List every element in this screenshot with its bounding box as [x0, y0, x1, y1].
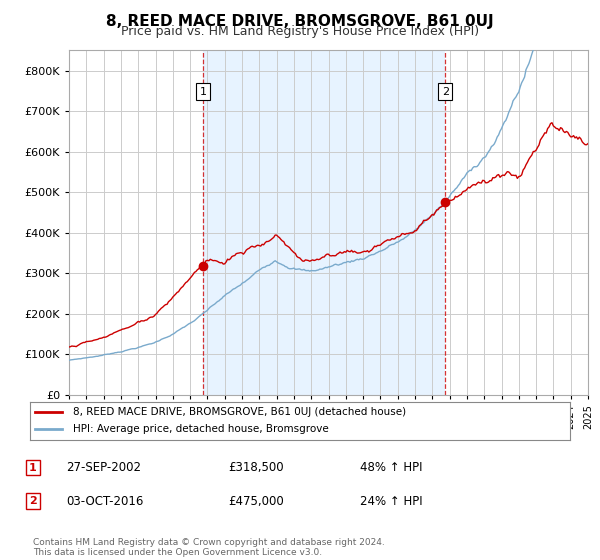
Text: 48% ↑ HPI: 48% ↑ HPI	[360, 461, 422, 474]
Text: £475,000: £475,000	[228, 494, 284, 508]
Text: 1: 1	[29, 463, 37, 473]
Text: 24% ↑ HPI: 24% ↑ HPI	[360, 494, 422, 508]
Text: Price paid vs. HM Land Registry's House Price Index (HPI): Price paid vs. HM Land Registry's House …	[121, 25, 479, 38]
Text: 8, REED MACE DRIVE, BROMSGROVE, B61 0UJ (detached house): 8, REED MACE DRIVE, BROMSGROVE, B61 0UJ …	[73, 407, 406, 417]
Text: 8, REED MACE DRIVE, BROMSGROVE, B61 0UJ: 8, REED MACE DRIVE, BROMSGROVE, B61 0UJ	[106, 14, 494, 29]
Text: Contains HM Land Registry data © Crown copyright and database right 2024.
This d: Contains HM Land Registry data © Crown c…	[33, 538, 385, 557]
Text: 27-SEP-2002: 27-SEP-2002	[66, 461, 141, 474]
Text: 2: 2	[442, 87, 449, 97]
Bar	[203, 50, 445, 395]
Text: 03-OCT-2016: 03-OCT-2016	[66, 494, 143, 508]
Text: £318,500: £318,500	[228, 461, 284, 474]
Text: 2: 2	[29, 496, 37, 506]
Text: HPI: Average price, detached house, Bromsgrove: HPI: Average price, detached house, Brom…	[73, 424, 329, 434]
Text: 1: 1	[200, 87, 206, 97]
